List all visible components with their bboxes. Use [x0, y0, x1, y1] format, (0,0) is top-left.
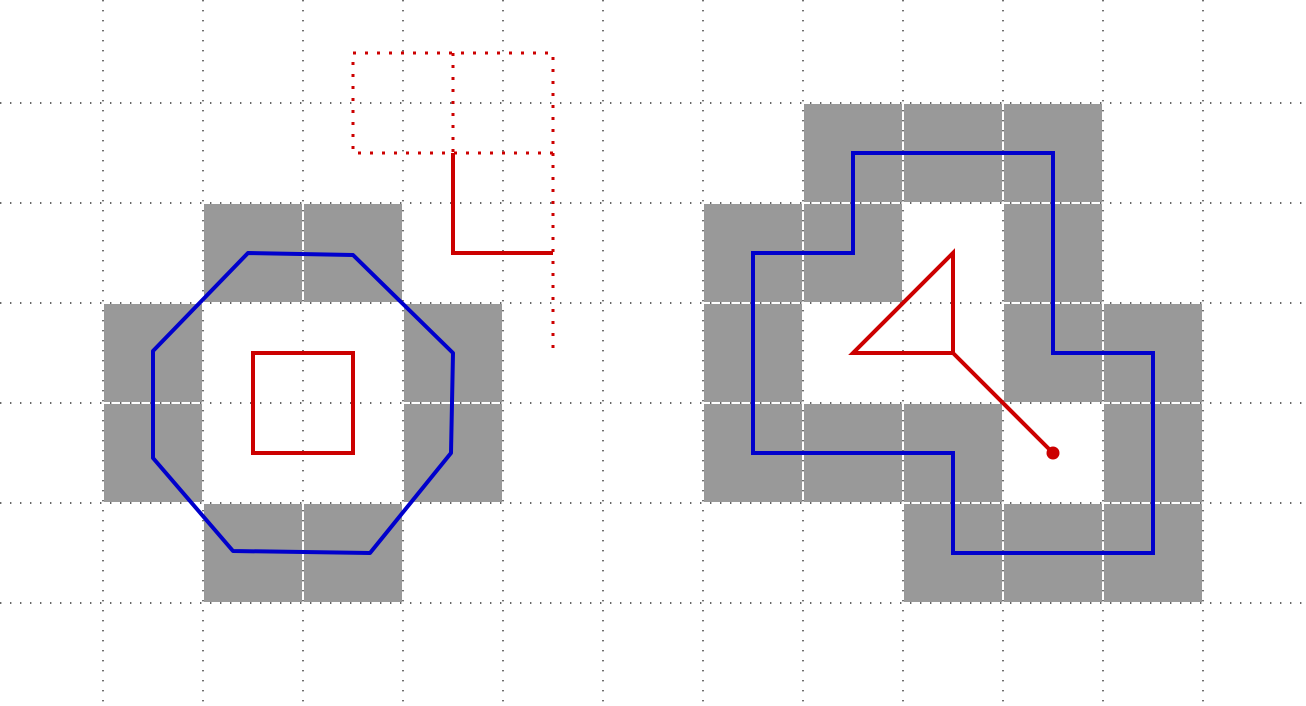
left-figure-shapes [151, 251, 455, 555]
right-figure-shapes [751, 151, 1155, 555]
blue-octagon [151, 251, 455, 555]
blue-outline [751, 151, 1155, 555]
red-triangle [848, 248, 955, 355]
red-pointer-line [951, 351, 1055, 455]
top-figure-shapes [351, 51, 555, 348]
red-square [251, 351, 355, 455]
red-elbow-line [451, 153, 553, 255]
red-dot [1046, 446, 1060, 460]
